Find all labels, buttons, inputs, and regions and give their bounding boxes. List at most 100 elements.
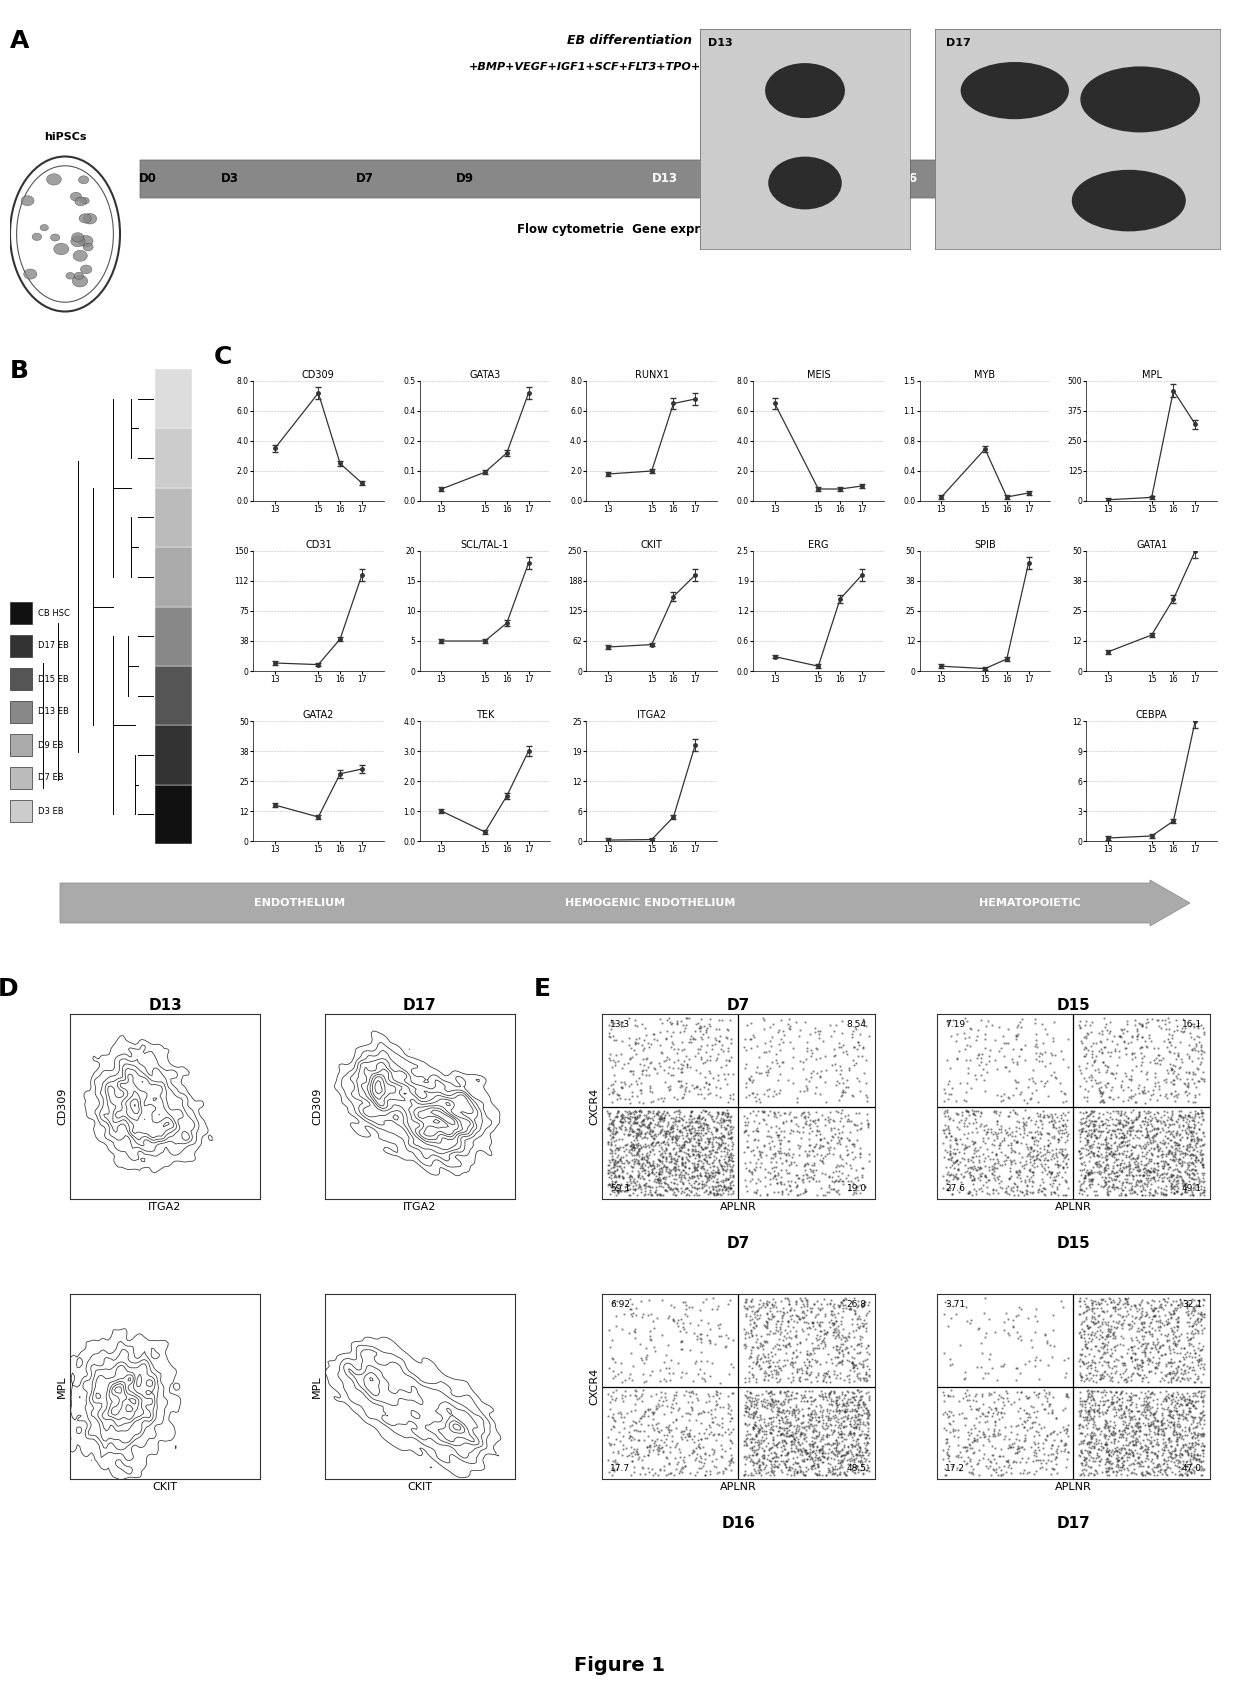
Point [820,1174,839,1201]
Point [1194,1447,1214,1474]
Point [1187,1143,1207,1170]
Point [608,1288,627,1315]
Point [1182,1180,1202,1207]
Point [848,1364,868,1391]
Point [611,1113,631,1140]
Point [1121,1398,1141,1425]
Point [1115,1029,1135,1056]
Point [844,1460,864,1487]
Point [1182,1349,1202,1376]
Point [1033,1435,1053,1462]
Point [820,1379,839,1406]
Point [1190,1034,1210,1061]
Point [744,1391,764,1418]
Point [1070,1145,1090,1172]
Point [1025,1046,1045,1073]
Point [988,1421,1008,1448]
Point [1131,1391,1151,1418]
Point [859,1458,879,1485]
Point [1099,1084,1118,1111]
Point [640,1113,660,1140]
Point [1110,1330,1130,1357]
Point [775,1448,795,1475]
Point [686,1406,706,1433]
Point [1104,1418,1123,1445]
Point [796,1111,816,1138]
Point [857,1300,877,1327]
Point [631,1098,651,1125]
Point [805,1334,825,1361]
Point [722,1404,742,1431]
Point [750,1329,770,1356]
Point [740,1445,760,1472]
Point [1111,1421,1131,1448]
Point [613,1159,632,1186]
Point [640,1078,660,1105]
Point [972,1061,992,1088]
Point [622,1423,642,1450]
Point [713,1122,733,1148]
Point [1133,1155,1153,1182]
Point [626,1378,646,1404]
Point [722,1442,742,1468]
Point [670,1162,689,1189]
Point [758,1430,777,1457]
Point [600,1172,620,1199]
Point [1133,1438,1153,1465]
Point [770,1037,790,1064]
Point [1158,1308,1178,1335]
Point [686,1169,706,1196]
Point [957,1069,977,1096]
Point [662,1111,682,1138]
Point [988,1420,1008,1447]
Point [940,1411,960,1438]
Point [1125,1039,1145,1066]
Point [808,1445,828,1472]
Point [668,1106,688,1133]
Point [828,1300,848,1327]
Bar [10,734,32,756]
Point [795,1152,815,1179]
Point [833,1113,853,1140]
Point [672,1145,692,1172]
Point [1116,1366,1136,1393]
Point [605,1362,625,1389]
Point [1089,1443,1109,1470]
Point [1125,1179,1145,1206]
Point [723,1164,743,1191]
Point [1012,1445,1032,1472]
Point [797,1388,817,1415]
Point [1085,1433,1105,1460]
Point [1166,1138,1185,1165]
Point [1123,1431,1143,1458]
Point [1021,1179,1040,1206]
Point [722,1118,742,1145]
Point [937,1159,957,1186]
Point [678,1388,698,1415]
Point [601,1164,621,1191]
Point [675,1159,694,1186]
Point [1163,1325,1183,1352]
Point [1135,1384,1154,1411]
Point [1043,1440,1063,1467]
Point [1171,1046,1190,1073]
Point [1009,1042,1029,1069]
Point [1163,1364,1183,1391]
Point [1189,1288,1209,1315]
Point [825,1455,844,1482]
Point [666,1431,686,1458]
Point [682,1293,702,1320]
Point [818,1430,838,1457]
Point [1089,1403,1109,1430]
Point [804,1133,823,1160]
Point [848,1330,868,1357]
Point [652,1105,672,1132]
Point [1147,1148,1167,1175]
Point [761,1393,781,1420]
Point [1133,1155,1153,1182]
Point [1194,1314,1214,1340]
Point [1056,1167,1076,1194]
Point [615,1383,635,1410]
Point [816,1462,836,1489]
Point [1085,1150,1105,1177]
